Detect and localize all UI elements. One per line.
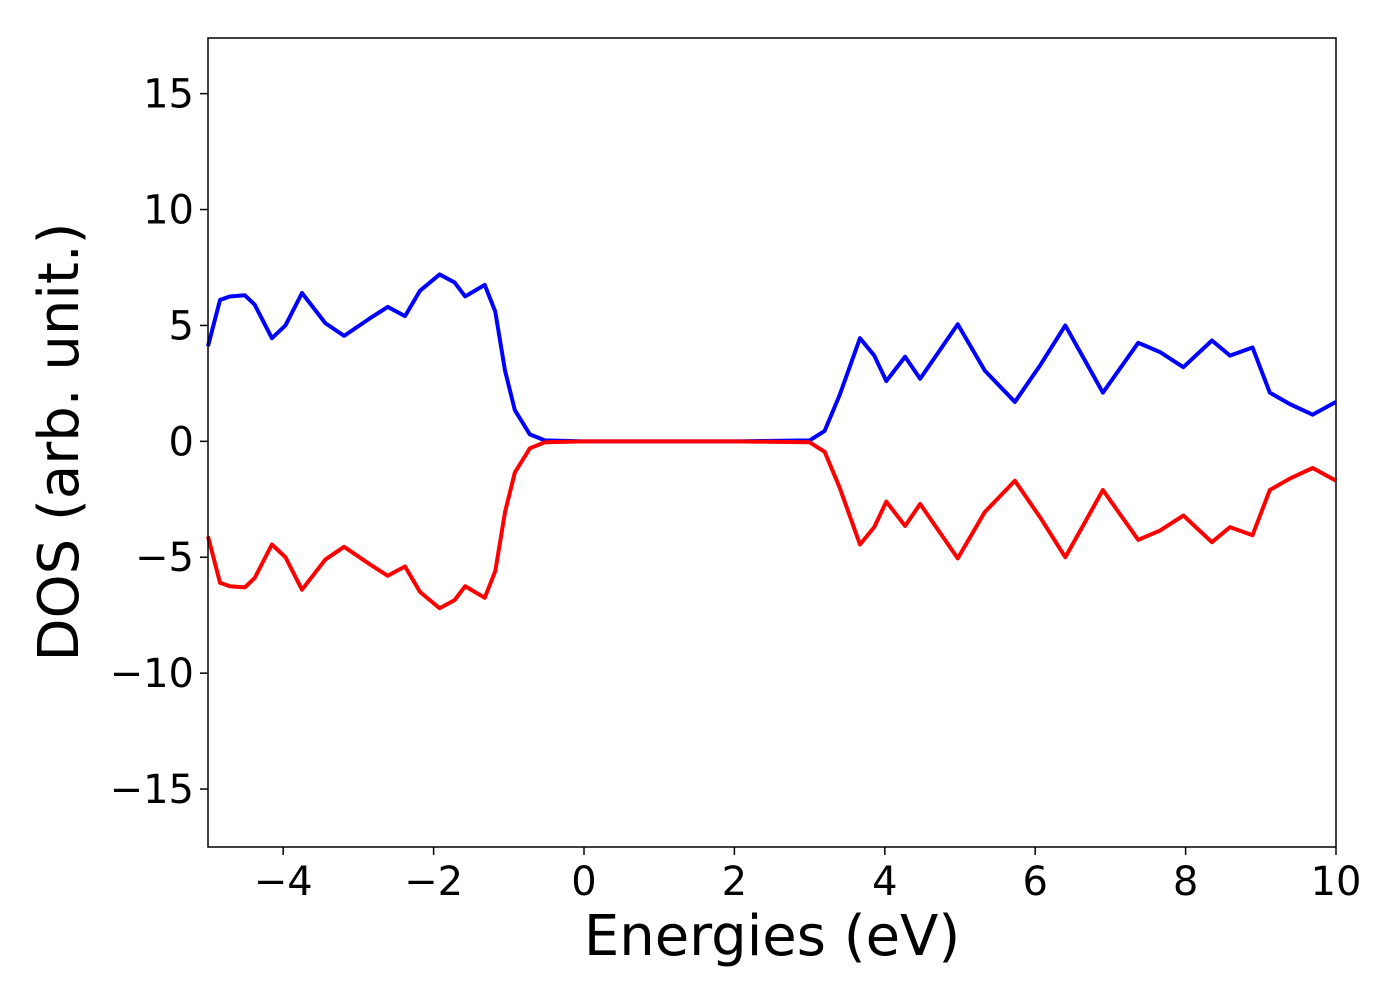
x-tick-label: 2 [722, 859, 747, 905]
y-tick-label: 15 [143, 72, 194, 118]
x-tick-label: −4 [254, 859, 313, 905]
dos-line [206, 272, 1337, 444]
y-tick-label: 5 [169, 303, 194, 349]
y-tick-label: 0 [169, 419, 194, 465]
x-tick-label: 0 [571, 859, 596, 905]
y-tick-label: 10 [143, 188, 194, 234]
y-tick-label: −15 [110, 767, 194, 813]
x-tick-label: 6 [1022, 859, 1047, 905]
x-tick-label: 10 [1311, 859, 1362, 905]
plot-frame [207, 37, 1337, 848]
dos-line [206, 439, 1337, 611]
x-tick-label: −2 [404, 859, 463, 905]
x-tick-label: 4 [872, 859, 897, 905]
x-axis-label: Energies (eV) [584, 904, 960, 969]
x-tick-label: 8 [1173, 859, 1198, 905]
y-tick-label: −10 [110, 651, 194, 697]
y-tick-label: −5 [135, 535, 194, 581]
y-axis-label: DOS (arb. unit.) [27, 222, 92, 661]
